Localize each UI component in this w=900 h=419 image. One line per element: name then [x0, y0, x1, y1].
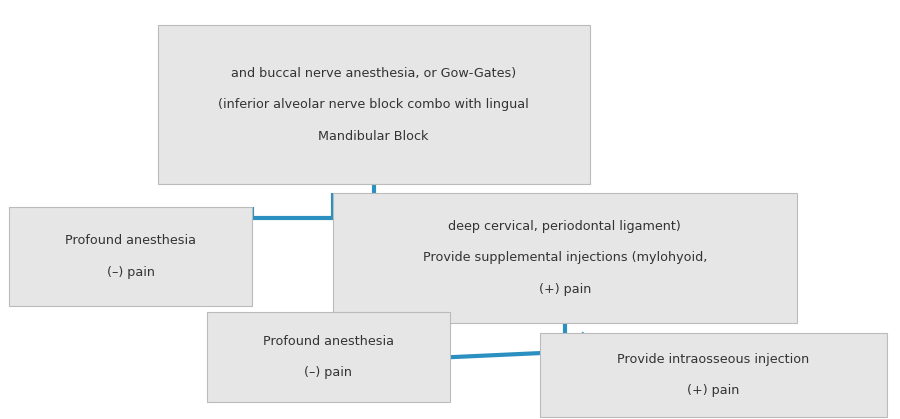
- Text: Profound anesthesia: Profound anesthesia: [65, 234, 196, 248]
- Text: Provide intraosseous injection: Provide intraosseous injection: [617, 353, 809, 366]
- Text: (inferior alveolar nerve block combo with lingual: (inferior alveolar nerve block combo wit…: [218, 98, 529, 111]
- FancyBboxPatch shape: [9, 207, 252, 306]
- FancyBboxPatch shape: [158, 25, 590, 184]
- FancyBboxPatch shape: [207, 312, 450, 402]
- FancyBboxPatch shape: [540, 333, 886, 417]
- Text: Provide supplemental injections (mylohyoid,: Provide supplemental injections (mylohyo…: [423, 251, 706, 264]
- Text: and buccal nerve anesthesia, or Gow-Gates): and buccal nerve anesthesia, or Gow-Gate…: [231, 67, 516, 80]
- Text: (–) pain: (–) pain: [304, 366, 353, 380]
- Text: (+) pain: (+) pain: [538, 282, 591, 296]
- Text: Profound anesthesia: Profound anesthesia: [263, 335, 394, 348]
- Text: Mandibular Block: Mandibular Block: [319, 129, 428, 143]
- Text: (+) pain: (+) pain: [687, 384, 740, 397]
- Text: deep cervical, periodontal ligament): deep cervical, periodontal ligament): [448, 220, 681, 233]
- FancyBboxPatch shape: [333, 193, 796, 323]
- Text: (–) pain: (–) pain: [106, 266, 155, 279]
